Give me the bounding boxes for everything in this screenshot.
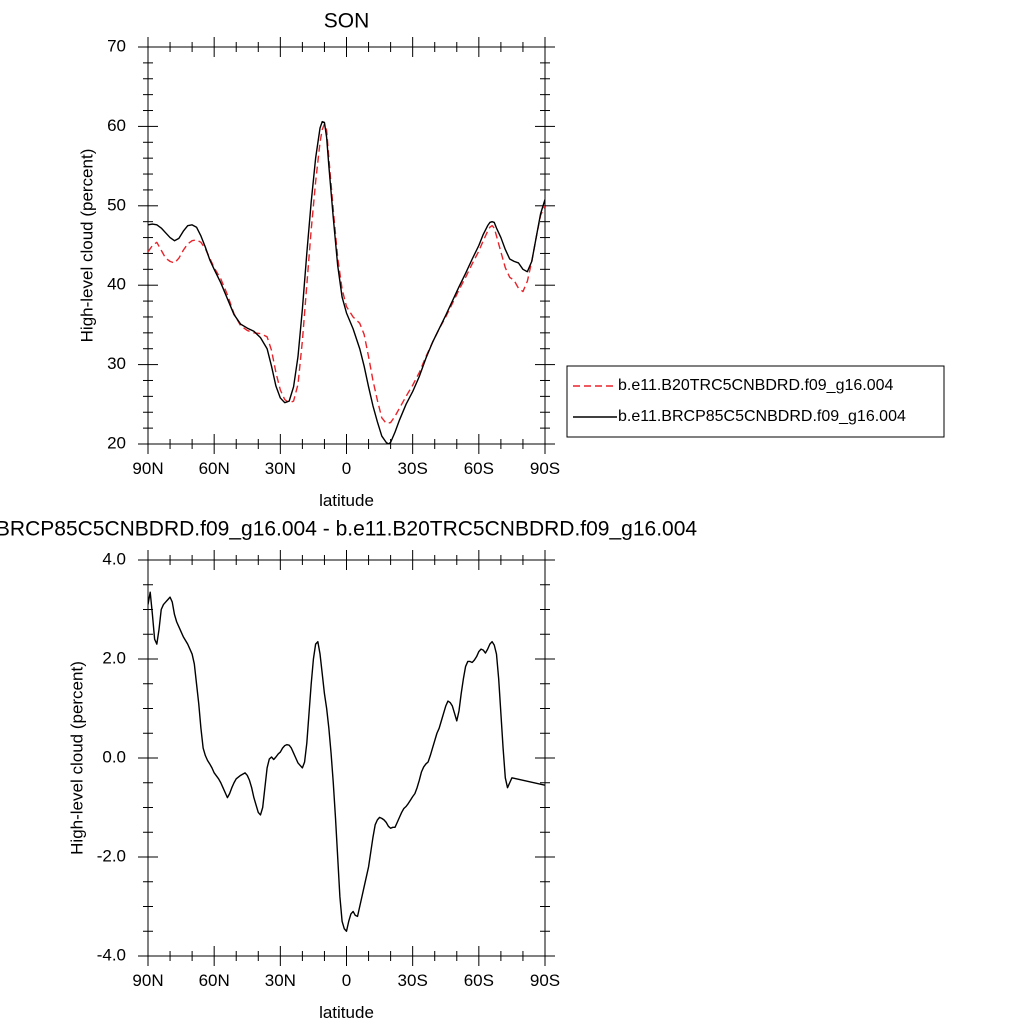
x-tick-label: 90N xyxy=(132,971,163,990)
y-tick-label: 0.0 xyxy=(102,747,126,766)
chart-panel-1: SON 90N 60N 30N 0 30S 60S 90S 20 30 40 50 60 70 latitu… xyxy=(77,10,945,510)
series-line-1 xyxy=(148,123,545,425)
x-tick-label: 90S xyxy=(530,971,560,990)
x-tick-label: 30N xyxy=(265,459,296,478)
y-tick-label: -2.0 xyxy=(97,846,126,865)
x-tick-label: 60N xyxy=(199,971,230,990)
legend-entry: b.e11.B20TRC5CNBDRD.f09_g16.004 xyxy=(618,377,894,394)
y-tick-label: 20 xyxy=(107,433,126,452)
y-tick-label: 50 xyxy=(107,195,126,214)
x-tick-label: 90S xyxy=(530,459,560,478)
y-tick-label: 2.0 xyxy=(102,648,126,667)
x-tick-label: 60N xyxy=(199,459,230,478)
chart-title: SON xyxy=(324,10,370,33)
x-axis-label: latitude xyxy=(319,1003,374,1022)
x-tick-label: 30S xyxy=(398,971,428,990)
y-tick-label: 40 xyxy=(107,275,126,294)
x-tick-label: 30S xyxy=(398,459,428,478)
x-tick-label: 0 xyxy=(342,971,351,990)
x-tick-label: 30N xyxy=(265,971,296,990)
x-tick-label: 60S xyxy=(464,971,494,990)
y-tick-label: -4.0 xyxy=(97,945,126,964)
x-tick-label: 0 xyxy=(342,459,351,478)
legend-entry: b.e11.BRCP85C5CNBDRD.f09_g16.004 xyxy=(618,408,906,425)
y-axis-label: High-level cloud (percent) xyxy=(77,149,96,343)
x-tick-label: 90N xyxy=(132,459,163,478)
chart-title: BRCP85C5CNBDRD.f09_g16.004 - b.e11.B20TR… xyxy=(0,518,697,541)
x-axis-label: latitude xyxy=(319,491,374,510)
plot-frame xyxy=(147,559,546,957)
plot-frame xyxy=(147,46,546,445)
x-tick-label: 60S xyxy=(464,459,494,478)
y-tick-label: 60 xyxy=(107,116,126,135)
y-tick-label: 70 xyxy=(107,36,126,55)
chart-panel-2: BRCP85C5CNBDRD.f09_g16.004 - b.e11.B20TR… xyxy=(0,518,697,1022)
y-axis-label: High-level cloud (percent) xyxy=(67,661,86,855)
series-line-2 xyxy=(148,120,545,444)
y-tick-label: 30 xyxy=(107,354,126,373)
series-line-1 xyxy=(148,591,545,932)
legend-box xyxy=(566,365,945,438)
y-tick-label: 4.0 xyxy=(102,549,126,568)
